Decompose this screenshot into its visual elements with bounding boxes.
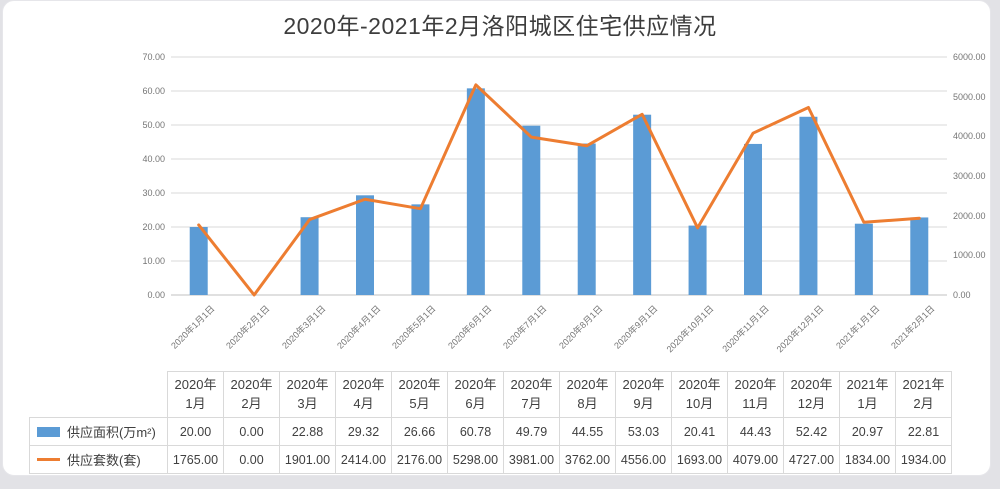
right-axis-tick-label: 4000.00 — [953, 131, 986, 142]
table-value-cell: 20.41 — [672, 418, 728, 446]
table-value-cell: 26.66 — [392, 418, 448, 446]
table-value-cell: 2176.00 — [392, 446, 448, 474]
table-header-cell: 2020年 5月 — [392, 371, 448, 418]
line-series — [197, 83, 921, 297]
table-value-cell: 49.79 — [504, 418, 560, 446]
left-axis-tick-label: 60.00 — [142, 86, 165, 96]
chart-title: 2020年-2021年2月洛阳城区住宅供应情况 — [283, 13, 717, 39]
table-value-cell: 4727.00 — [784, 446, 840, 474]
right-axis-tick-label: 2000.00 — [953, 210, 986, 221]
table-value-cell: 0.00 — [224, 418, 280, 446]
table-value-cell: 44.43 — [728, 418, 784, 446]
table-header-cell: 2020年 9月 — [616, 371, 672, 418]
bar-2020年6月 — [466, 88, 485, 296]
left-axis-tick-label: 10.00 — [142, 256, 165, 266]
table-value-cell: 3762.00 — [560, 446, 616, 474]
bar-2020年5月 — [411, 204, 430, 295]
left-axis-tick-label: 30.00 — [142, 188, 165, 198]
table-header-cell: 2020年 6月 — [448, 371, 504, 418]
bar-2020年8月 — [577, 143, 596, 295]
table-header-cell: 2020年 1月 — [168, 371, 224, 418]
bar-2020年1月 — [189, 227, 208, 295]
table-header-cell: 2020年 11月 — [728, 371, 784, 418]
table-value-cell: 5298.00 — [448, 446, 504, 474]
table-value-cell: 53.03 — [616, 418, 672, 446]
chart-data-table: 2020年 1月 2020年 2月 2020年 3月 2020年 4月 2020年 5月… — [29, 371, 952, 474]
right-axis-tick-label: 3000.00 — [953, 171, 986, 181]
table-value-cell: 1765.00 — [168, 446, 224, 474]
table-value-cell: 1934.00 — [896, 446, 952, 474]
bar-2020年11月 — [744, 143, 762, 295]
table-header-cell: 2020年 10月 — [672, 371, 728, 418]
table-value-cell: 22.81 — [896, 418, 952, 446]
bar-2020年7月 — [522, 125, 541, 296]
table-legend-cell: 供应套数(套) — [29, 446, 168, 474]
table-value-cell: 60.78 — [448, 418, 504, 446]
right-axis-tick-label: 1000.00 — [953, 250, 986, 261]
right-axis-tick-label: 6000.00 — [953, 52, 986, 62]
table-legend-cell: 供应面积(万m²) — [29, 418, 168, 446]
table-value-cell: 2414.00 — [336, 446, 392, 474]
bar-series-swatch-icon — [37, 426, 60, 437]
left-axis-tick-label: 20.00 — [142, 222, 165, 232]
table-header-cell: 2020年 2月 — [224, 371, 280, 418]
bar-2020年4月 — [356, 195, 374, 295]
table-value-cell: 3981.00 — [504, 446, 560, 474]
table-value-cell: 20.97 — [840, 418, 896, 446]
line-series-swatch-icon — [37, 458, 60, 461]
bar-2020年9月 — [633, 114, 652, 295]
table-header-cell: 2021年 1月 — [840, 371, 896, 418]
left-axis-tick-label: 0.00 — [147, 290, 165, 300]
series-name-label: 供应套数(套) — [67, 453, 141, 468]
bar-2021年1月 — [854, 223, 873, 295]
table-corner-cell — [29, 371, 168, 418]
series-name-label: 供应面积(万m²) — [67, 425, 156, 440]
table-value-cell: 22.88 — [280, 418, 336, 446]
table-header-cell: 2020年 12月 — [784, 371, 840, 418]
right-axis-tick-label: 5000.00 — [953, 91, 986, 102]
table-value-cell: 44.55 — [560, 418, 616, 446]
bar-2020年12月 — [799, 116, 818, 295]
bar-2020年3月 — [300, 217, 319, 295]
table-value-cell: 4556.00 — [616, 446, 672, 474]
table-value-cell: 1834.00 — [840, 446, 896, 474]
right-axis-tick-label: 0.00 — [953, 290, 971, 300]
table-value-cell: 1693.00 — [672, 446, 728, 474]
table-header-cell: 2020年 3月 — [280, 371, 336, 418]
table-value-cell: 4079.00 — [728, 446, 784, 474]
left-axis-tick-label: 70.00 — [142, 52, 165, 62]
table-value-cell: 29.32 — [336, 418, 392, 446]
table-value-cell: 52.42 — [784, 418, 840, 446]
bar-2020年10月 — [688, 225, 707, 295]
table-value-cell: 0.00 — [224, 446, 280, 474]
table-header-cell: 2021年 2月 — [896, 371, 952, 418]
bar-2021年2月 — [910, 217, 929, 295]
left-axis-tick-label: 40.00 — [142, 154, 165, 164]
table-header-cell: 2020年 8月 — [560, 371, 616, 418]
table-header-cell: 2020年 7月 — [504, 371, 560, 418]
table-value-cell: 1901.00 — [280, 446, 336, 474]
left-axis-tick-label: 50.00 — [142, 120, 165, 130]
table-value-cell: 20.00 — [168, 418, 224, 446]
table-header-cell: 2020年 4月 — [336, 371, 392, 418]
